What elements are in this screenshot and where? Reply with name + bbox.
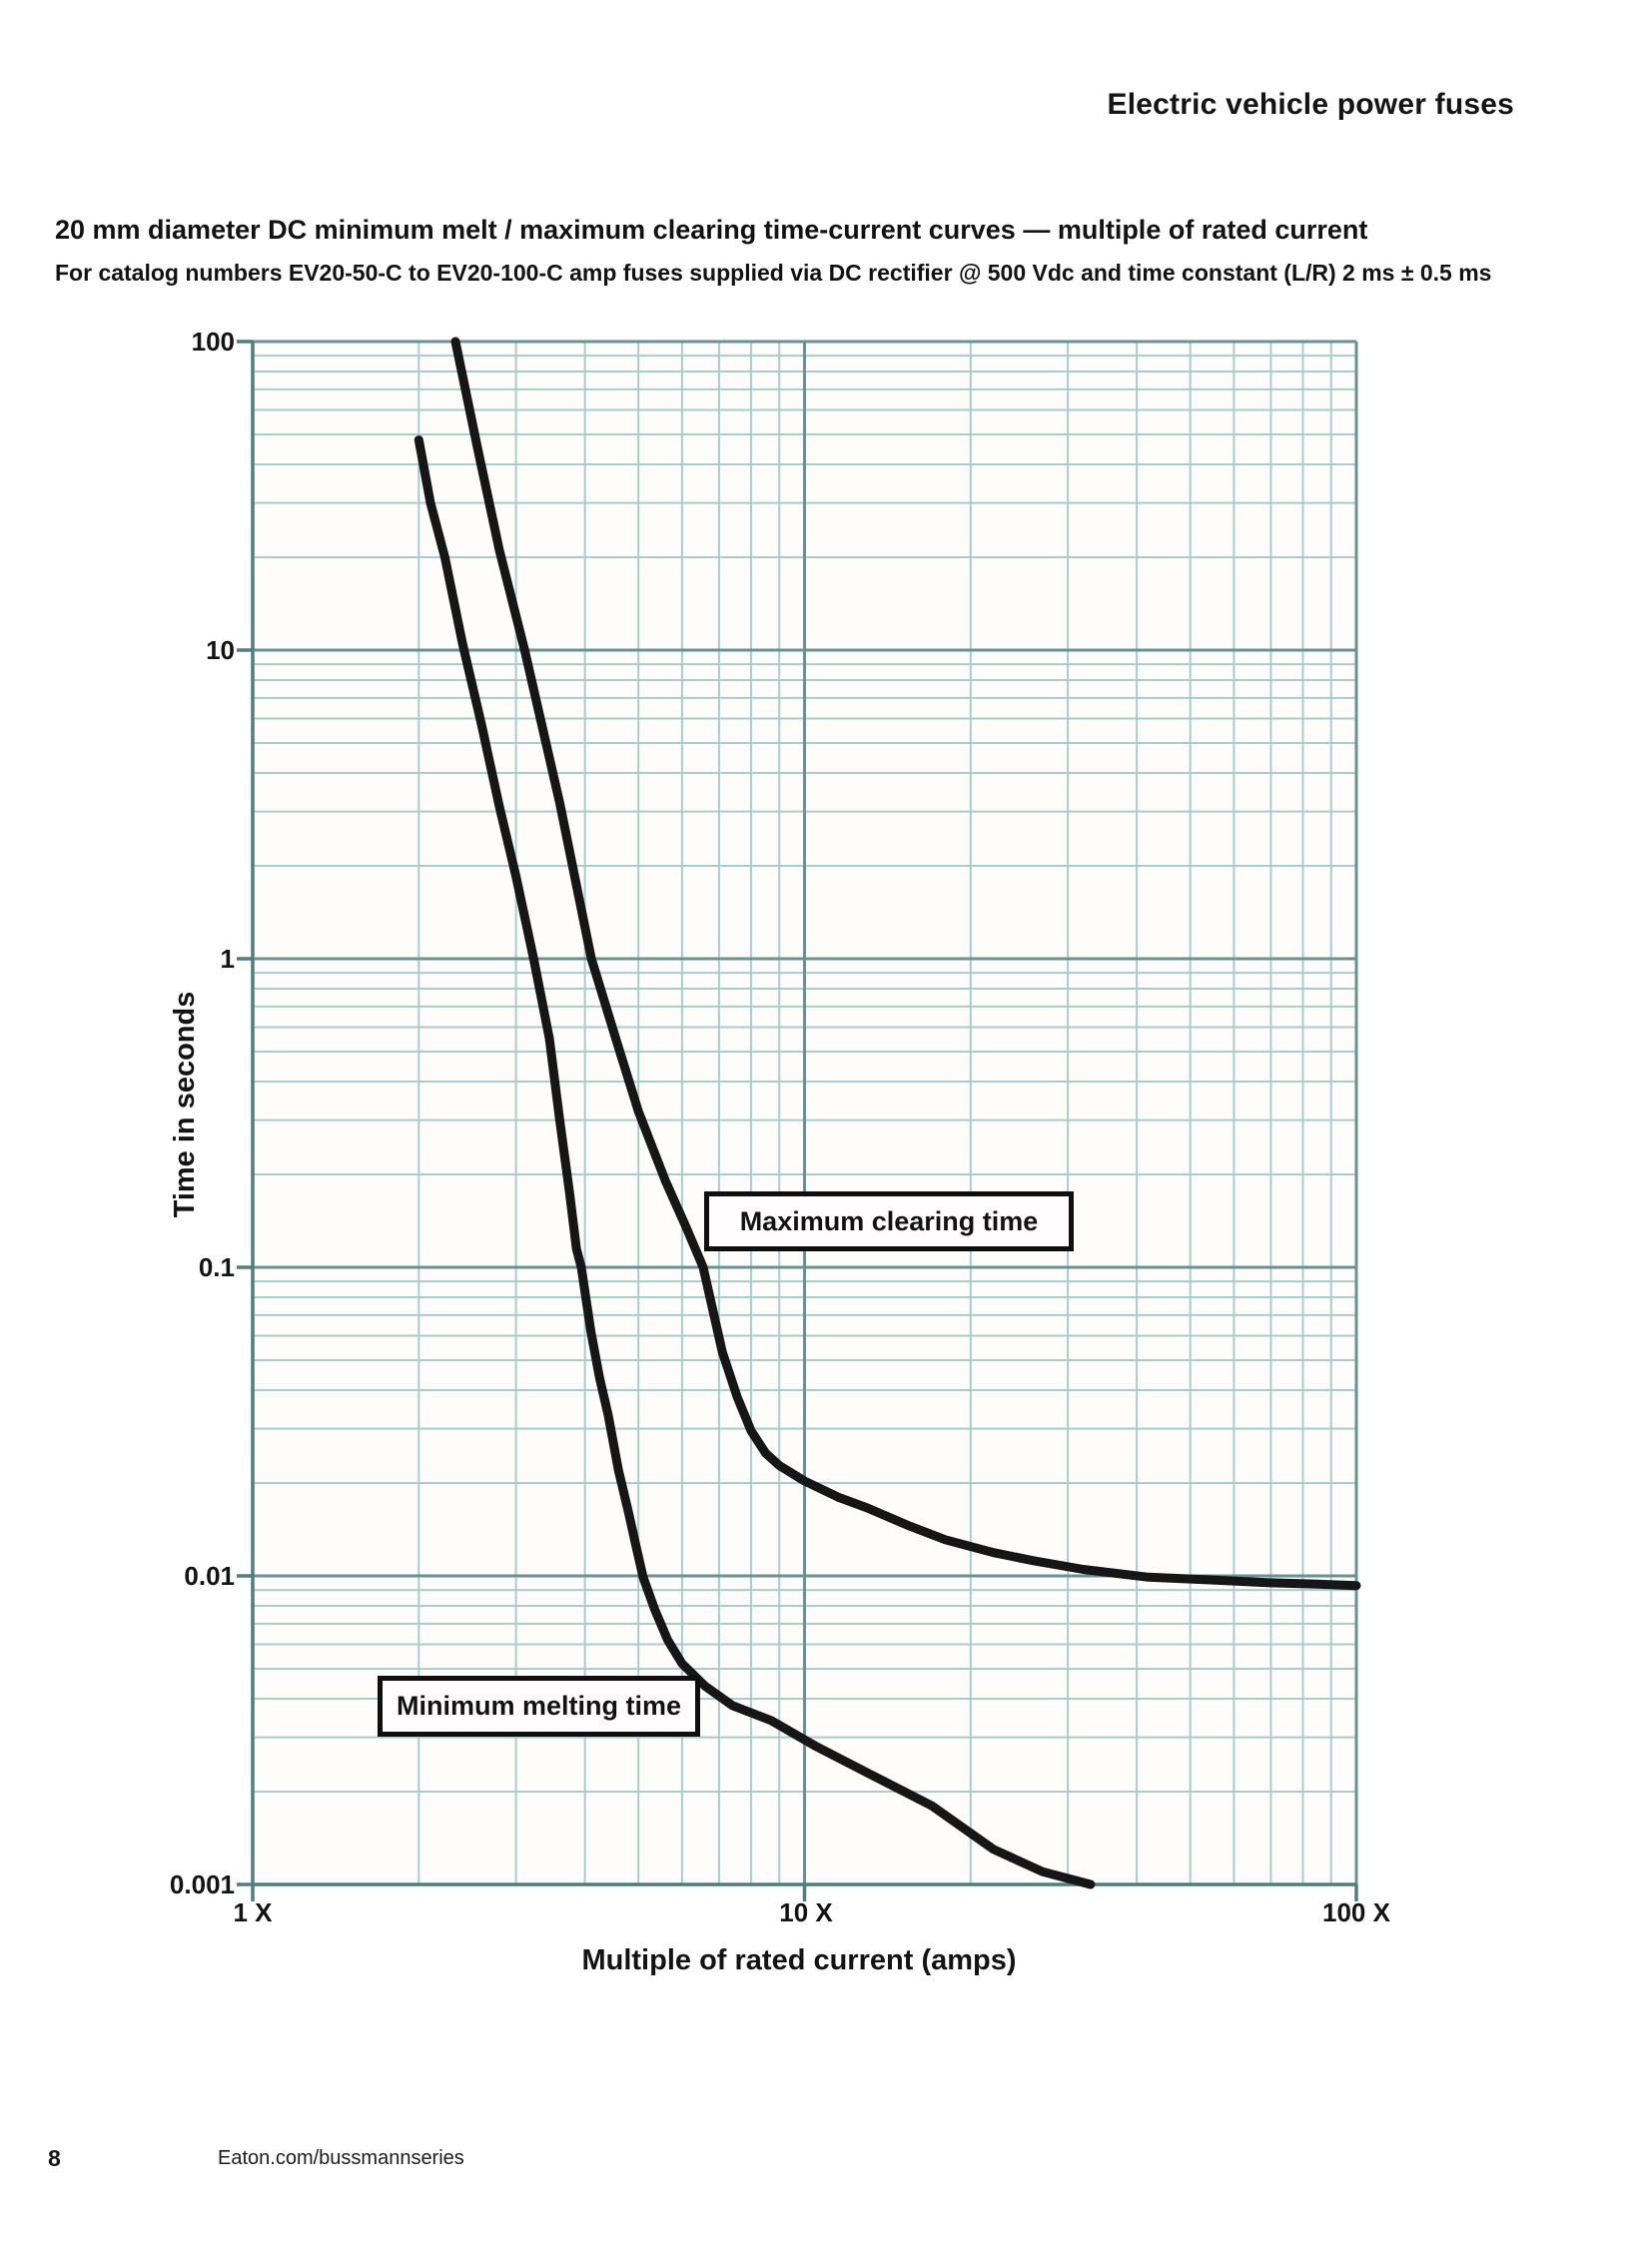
y-axis-title: Time in seconds [169,991,201,1218]
x-axis-title: Multiple of rated current (amps) [581,1944,1017,1976]
footer-page-number: 8 [48,2145,61,2171]
minimum-melting-time-curve [413,435,1096,1889]
plot-area [237,337,1361,1901]
chart-title: 20 mm diameter DC minimum melt / maximum… [55,215,1368,245]
y-tick-label-0-1: 0.1 [198,1252,235,1282]
max-clearing-time-label-text: Maximum clearing time [739,1205,1039,1236]
footer-website: Eaton.com/bussmannseries [218,2147,464,2169]
x-tick-label-100x: 100 X [1322,1897,1390,1927]
min-melting-time-label-text: Minimum melting time [396,1691,682,1721]
max-clearing-time-label: Maximum clearing time [704,1191,1074,1251]
x-tick-label-10x: 10 X [779,1897,833,1927]
y-tick-label-100: 100 [191,327,235,357]
y-tick-label-1: 1 [220,944,235,974]
chart-subtitle: For catalog numbers EV20-50-C to EV20-10… [55,260,1492,286]
page-footer: 8 Eaton.com/bussmannseries [0,2145,1652,2185]
maximum-clearing-time-curve [450,337,1361,1591]
y-tick-label-0-01: 0.01 [184,1561,235,1591]
x-tick-label-1x: 1 X [233,1897,273,1927]
min-melting-time-label: Minimum melting time [378,1676,700,1737]
y-tick-label-0-001: 0.001 [169,1869,235,1899]
y-tick-label-10: 10 [206,635,235,665]
page-header-title: Electric vehicle power fuses [1107,88,1514,121]
